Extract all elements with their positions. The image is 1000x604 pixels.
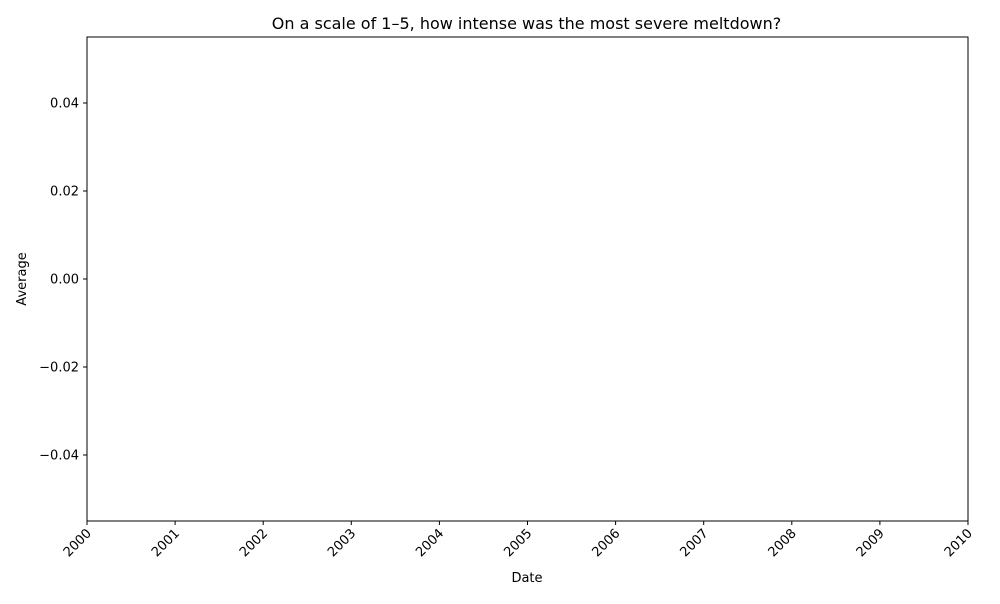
x-tick-label: 2002 [237, 526, 271, 560]
y-tick-label: 0.04 [50, 97, 79, 112]
x-axis-label: Date [511, 571, 542, 586]
x-tick-label: 2005 [501, 526, 535, 560]
x-tick-label: 2000 [61, 526, 95, 560]
x-tick-label: 2008 [766, 526, 800, 560]
x-tick-label: 2009 [854, 526, 888, 560]
x-tick-label: 2001 [149, 526, 183, 560]
y-tick-label: −0.04 [39, 449, 79, 464]
x-axis: 2000 2001 2002 2003 2004 2005 2006 2007 2008 2009… [61, 521, 976, 560]
x-tick-label: 2004 [413, 526, 447, 560]
x-tick-label: 2007 [678, 526, 712, 560]
x-tick-label: 2010 [942, 526, 976, 560]
x-tick-label: 2003 [325, 526, 359, 560]
y-axis-label: Average [15, 252, 30, 305]
x-tick-label: 2006 [589, 526, 623, 560]
y-axis: 0.04 0.02 0.00 −0.02 −0.04 [39, 97, 87, 464]
chart-title: On a scale of 1–5, how intense was the m… [272, 14, 781, 33]
y-tick-label: −0.02 [39, 361, 79, 376]
y-tick-label: 0.02 [50, 185, 79, 200]
plot-area [86, 36, 969, 522]
plot-frame [86, 36, 969, 522]
y-tick-label: 0.00 [50, 273, 79, 288]
